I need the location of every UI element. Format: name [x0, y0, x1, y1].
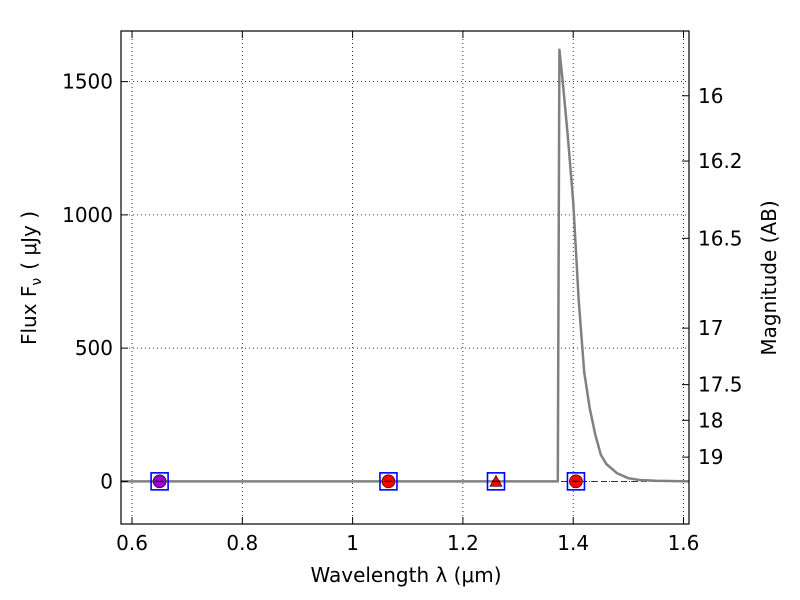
x-tick-label-2: 1 — [346, 531, 359, 555]
y-axis-ticks: 0 500 1000 1500 — [62, 70, 128, 493]
right-tick-label-2: 16.5 — [698, 226, 743, 250]
y-axis-label-unit: ( μJy ) — [17, 211, 41, 270]
x-axis-ticks: 0.6 0.8 1 1.2 1.4 1.6 — [116, 31, 699, 555]
right-tick-label-6: 19 — [698, 445, 723, 469]
photometry-points — [150, 472, 586, 491]
y-axis-label-main: Flux F — [17, 286, 41, 345]
series-layer — [121, 48, 690, 483]
right-tick-label-3: 17 — [698, 316, 723, 340]
point-box-3 — [566, 472, 586, 491]
series-line-0 — [121, 48, 690, 483]
y-tick-label-2: 1000 — [62, 203, 113, 227]
y-tick-label-3: 1500 — [62, 70, 113, 94]
right-axis-label: Magnitude (AB) — [757, 200, 781, 355]
right-tick-label-4: 17.5 — [698, 373, 743, 397]
right-tick-label-1: 16.2 — [698, 149, 743, 173]
point-box-1 — [379, 472, 398, 491]
grid — [121, 31, 689, 524]
y-tick-label-1: 500 — [75, 336, 113, 360]
right-tick-label-5: 18 — [698, 408, 723, 432]
y-axis-label: Flux Fν ( μJy ) — [17, 211, 45, 345]
y-tick-label-0: 0 — [100, 469, 113, 493]
right-axis-ticks: 16 16.2 16.5 17 17.5 18 19 — [682, 84, 743, 469]
plot-frame — [120, 30, 690, 525]
x-tick-label-1: 0.8 — [226, 531, 258, 555]
x-tick-label-0: 0.6 — [116, 531, 148, 555]
x-axis-label: Wavelength λ (μm) — [310, 563, 501, 587]
y-axis-label-subscript: ν — [29, 278, 45, 286]
x-tick-label-5: 1.6 — [668, 531, 700, 555]
right-tick-label-0: 16 — [698, 84, 723, 108]
point-box-0 — [150, 472, 169, 491]
x-tick-label-4: 1.4 — [557, 531, 589, 555]
point-box-2 — [486, 472, 506, 491]
x-tick-label-3: 1.2 — [447, 531, 479, 555]
